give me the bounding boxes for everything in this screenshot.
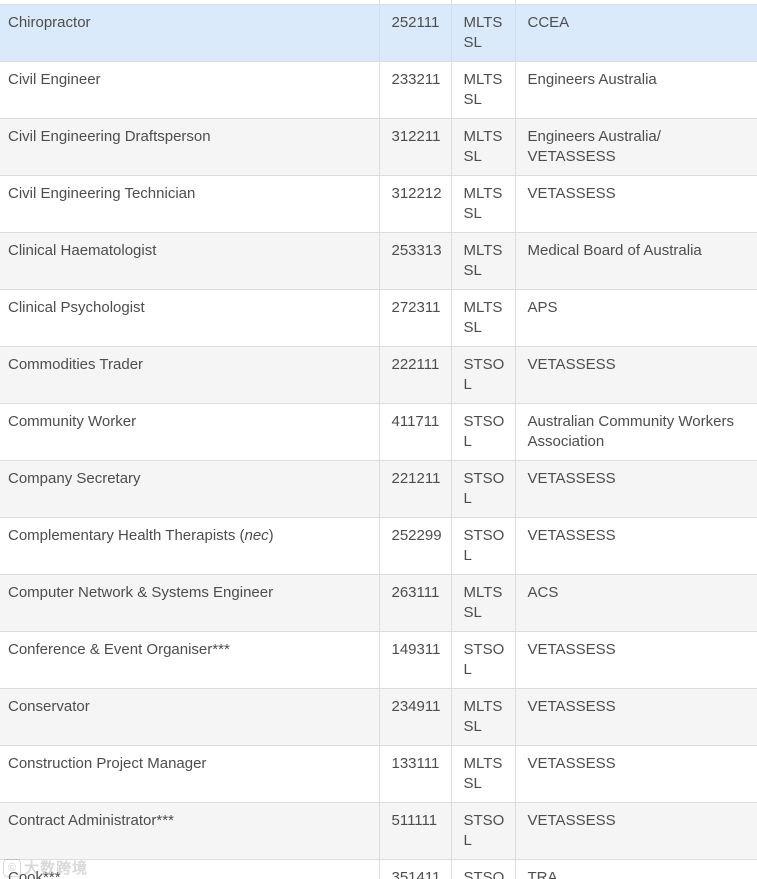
list-cell: STSOL [450,859,515,879]
assessing-authority-cell: Engineers Australia/ VETASSESS [514,118,757,176]
assessing-authority-cell: Engineers Australia [514,61,757,119]
occupation-cell: Conference & Event Organiser*** [0,631,379,689]
table-row[interactable]: Civil Engineer 233211 MLTSSL Engineers Aust… [0,61,757,119]
occupation-cell: Clinical Psychologist [0,289,379,347]
list-cell: STSOL [450,460,515,518]
assessing-authority-cell: CCEA [514,4,757,62]
table-row[interactable]: Clinical Psychologist 272311 MLTSSL APS [0,289,757,347]
list-cell: STSOL [450,403,515,461]
list-cell: MLTSSL [450,688,515,746]
anzsco-code-cell: 263111 [378,574,451,632]
occupation-cell: Contract Administrator*** [0,802,379,860]
partial-previous-row [0,0,757,5]
occupation-cell: Company Secretary [0,460,379,518]
assessing-authority-cell: VETASSESS [514,346,757,404]
table-row[interactable]: Community Worker 411711 STSOL Australian Co… [0,403,757,461]
table-row[interactable]: Complementary Health Therapists (nec) 252… [0,517,757,575]
occupation-cell: Construction Project Manager [0,745,379,803]
occupation-cell: Computer Network & Systems Engineer [0,574,379,632]
anzsco-code-cell: 133111 [378,745,451,803]
table-row[interactable]: Contract Administrator*** 511111 STSOL VETA… [0,802,757,860]
occupation-cell: Community Worker [0,403,379,461]
list-cell: STSOL [450,802,515,860]
assessing-authority-cell: VETASSESS [514,631,757,689]
assessing-authority-cell: VETASSESS [514,688,757,746]
anzsco-code-cell: 221211 [378,460,451,518]
anzsco-code-cell: 252111 [378,4,451,62]
list-cell: MLTSSL [450,61,515,119]
list-cell: MLTSSL [450,118,515,176]
table-row[interactable]: Conference & Event Organiser*** 149311 STS… [0,631,757,689]
list-cell: MLTSSL [450,175,515,233]
list-cell: MLTSSL [450,289,515,347]
table-row[interactable]: Clinical Haematologist 253313 MLTSSL Medica… [0,232,757,290]
anzsco-code-cell: 233211 [378,61,451,119]
anzsco-code-cell: 411711 [378,403,451,461]
assessing-authority-cell: Medical Board of Australia [514,232,757,290]
list-cell: MLTSSL [450,745,515,803]
occupation-cell: Cook*** [0,859,379,879]
assessing-authority-cell: VETASSESS [514,802,757,860]
assessing-authority-cell: APS [514,289,757,347]
occupation-cell: Chiropractor [0,4,379,62]
table-row[interactable]: Chiropractor 252111 MLTSSL CCEA [0,4,757,62]
anzsco-code-cell: 252299 [378,517,451,575]
anzsco-code-cell: 312211 [378,118,451,176]
list-cell: MLTSSL [450,4,515,62]
assessing-authority-cell: VETASSESS [514,745,757,803]
table-row[interactable]: Construction Project Manager 133111 MLTSSL… [0,745,757,803]
anzsco-code-cell: 253313 [378,232,451,290]
occupation-cell: Civil Engineering Technician [0,175,379,233]
assessing-authority-cell: Australian Community Workers Association [514,403,757,461]
occupation-cell: Complementary Health Therapists (nec) [0,517,379,575]
table-row[interactable]: Civil Engineering Draftsperson 312211 MLTS… [0,118,757,176]
list-cell: STSOL [450,517,515,575]
assessing-authority-cell: VETASSESS [514,460,757,518]
list-cell: STSOL [450,346,515,404]
anzsco-code-cell: 511111 [378,802,451,860]
occupation-cell: Conservator [0,688,379,746]
occupation-cell: Civil Engineering Draftsperson [0,118,379,176]
anzsco-code-cell: 149311 [378,631,451,689]
assessing-authority-cell: VETASSESS [514,175,757,233]
list-cell: STSOL [450,631,515,689]
table-row[interactable]: Civil Engineering Technician 312212 MLTSSL… [0,175,757,233]
occupation-cell: Commodities Trader [0,346,379,404]
occupation-cell: Civil Engineer [0,61,379,119]
list-cell: MLTSSL [450,574,515,632]
table-row[interactable]: Conservator 234911 MLTSSL VETASSESS [0,688,757,746]
table-row[interactable]: Company Secretary 221211 STSOL VETASSESS [0,460,757,518]
table-row[interactable]: Commodities Trader 222111 STSOL VETASSESS [0,346,757,404]
anzsco-code-cell: 272311 [378,289,451,347]
list-cell: MLTSSL [450,232,515,290]
table-row[interactable]: Computer Network & Systems Engineer 26311… [0,574,757,632]
anzsco-code-cell: 234911 [378,688,451,746]
occupation-cell: Clinical Haematologist [0,232,379,290]
table-row[interactable]: Cook***351411STSOLTRA [0,859,757,879]
assessing-authority-cell: VETASSESS [514,517,757,575]
assessing-authority-cell: TRA [514,859,757,879]
anzsco-code-cell: 222111 [378,346,451,404]
assessing-authority-cell: ACS [514,574,757,632]
anzsco-code-cell: 351411 [378,859,451,879]
anzsco-code-cell: 312212 [378,175,451,233]
